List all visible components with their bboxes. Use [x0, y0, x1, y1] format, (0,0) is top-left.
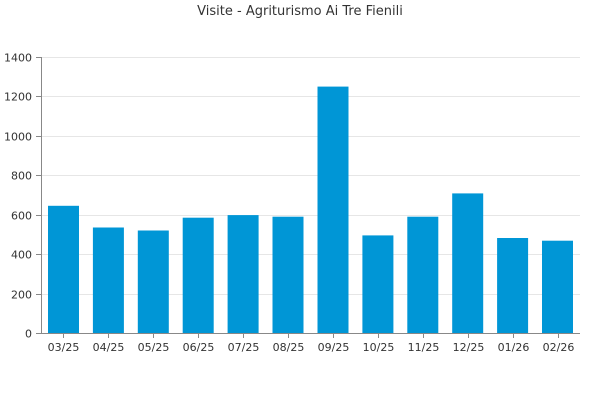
axes [36, 57, 580, 338]
y-tick-label: 200 [11, 289, 32, 302]
x-tick-label: 10/25 [363, 341, 395, 354]
y-tick-label: 400 [11, 249, 32, 262]
x-tick-label: 11/25 [408, 341, 440, 354]
gridlines [41, 57, 580, 295]
bar-06-25 [182, 217, 214, 333]
y-tick-label: 0 [25, 328, 32, 341]
y-tick-label: 600 [11, 210, 32, 223]
x-tick-label: 03/25 [48, 341, 80, 354]
y-tick-labels: 0 200 400 600 800 1000 1200 1400 [4, 52, 32, 341]
bar-05-25 [137, 230, 169, 333]
bar-10-25 [362, 235, 394, 333]
bar-03-25 [48, 205, 79, 333]
bars [48, 86, 573, 333]
x-tick-label: 02/26 [543, 341, 575, 354]
x-tick-labels: 03/25 04/25 05/25 06/25 07/25 08/25 09/25 10/25… [48, 341, 575, 354]
bar-01-26 [497, 238, 529, 333]
x-tick-label: 08/25 [273, 341, 305, 354]
chart-title: Visite - Agriturismo Ai Tre Fienili [197, 4, 403, 19]
y-tick-label: 1200 [4, 91, 32, 104]
bar-12-25 [452, 193, 484, 333]
y-tick-label: 1400 [4, 52, 32, 65]
bar-04-25 [92, 227, 124, 333]
y-tick-label: 800 [11, 170, 32, 183]
x-tick-label: 04/25 [93, 341, 125, 354]
x-tick-label: 12/25 [453, 341, 485, 354]
bar-08-25 [272, 216, 304, 333]
x-tick-label: 06/25 [183, 341, 215, 354]
bar-02-26 [542, 240, 573, 333]
x-tick-label: 05/25 [138, 341, 170, 354]
x-tick-label: 01/26 [498, 341, 530, 354]
x-tick-label: 07/25 [228, 341, 260, 354]
bar-11-25 [407, 216, 439, 333]
bar-07-25 [227, 215, 259, 333]
x-tick-label: 09/25 [318, 341, 350, 354]
bar-09-25 [317, 86, 349, 333]
y-tick-label: 1000 [4, 131, 32, 144]
